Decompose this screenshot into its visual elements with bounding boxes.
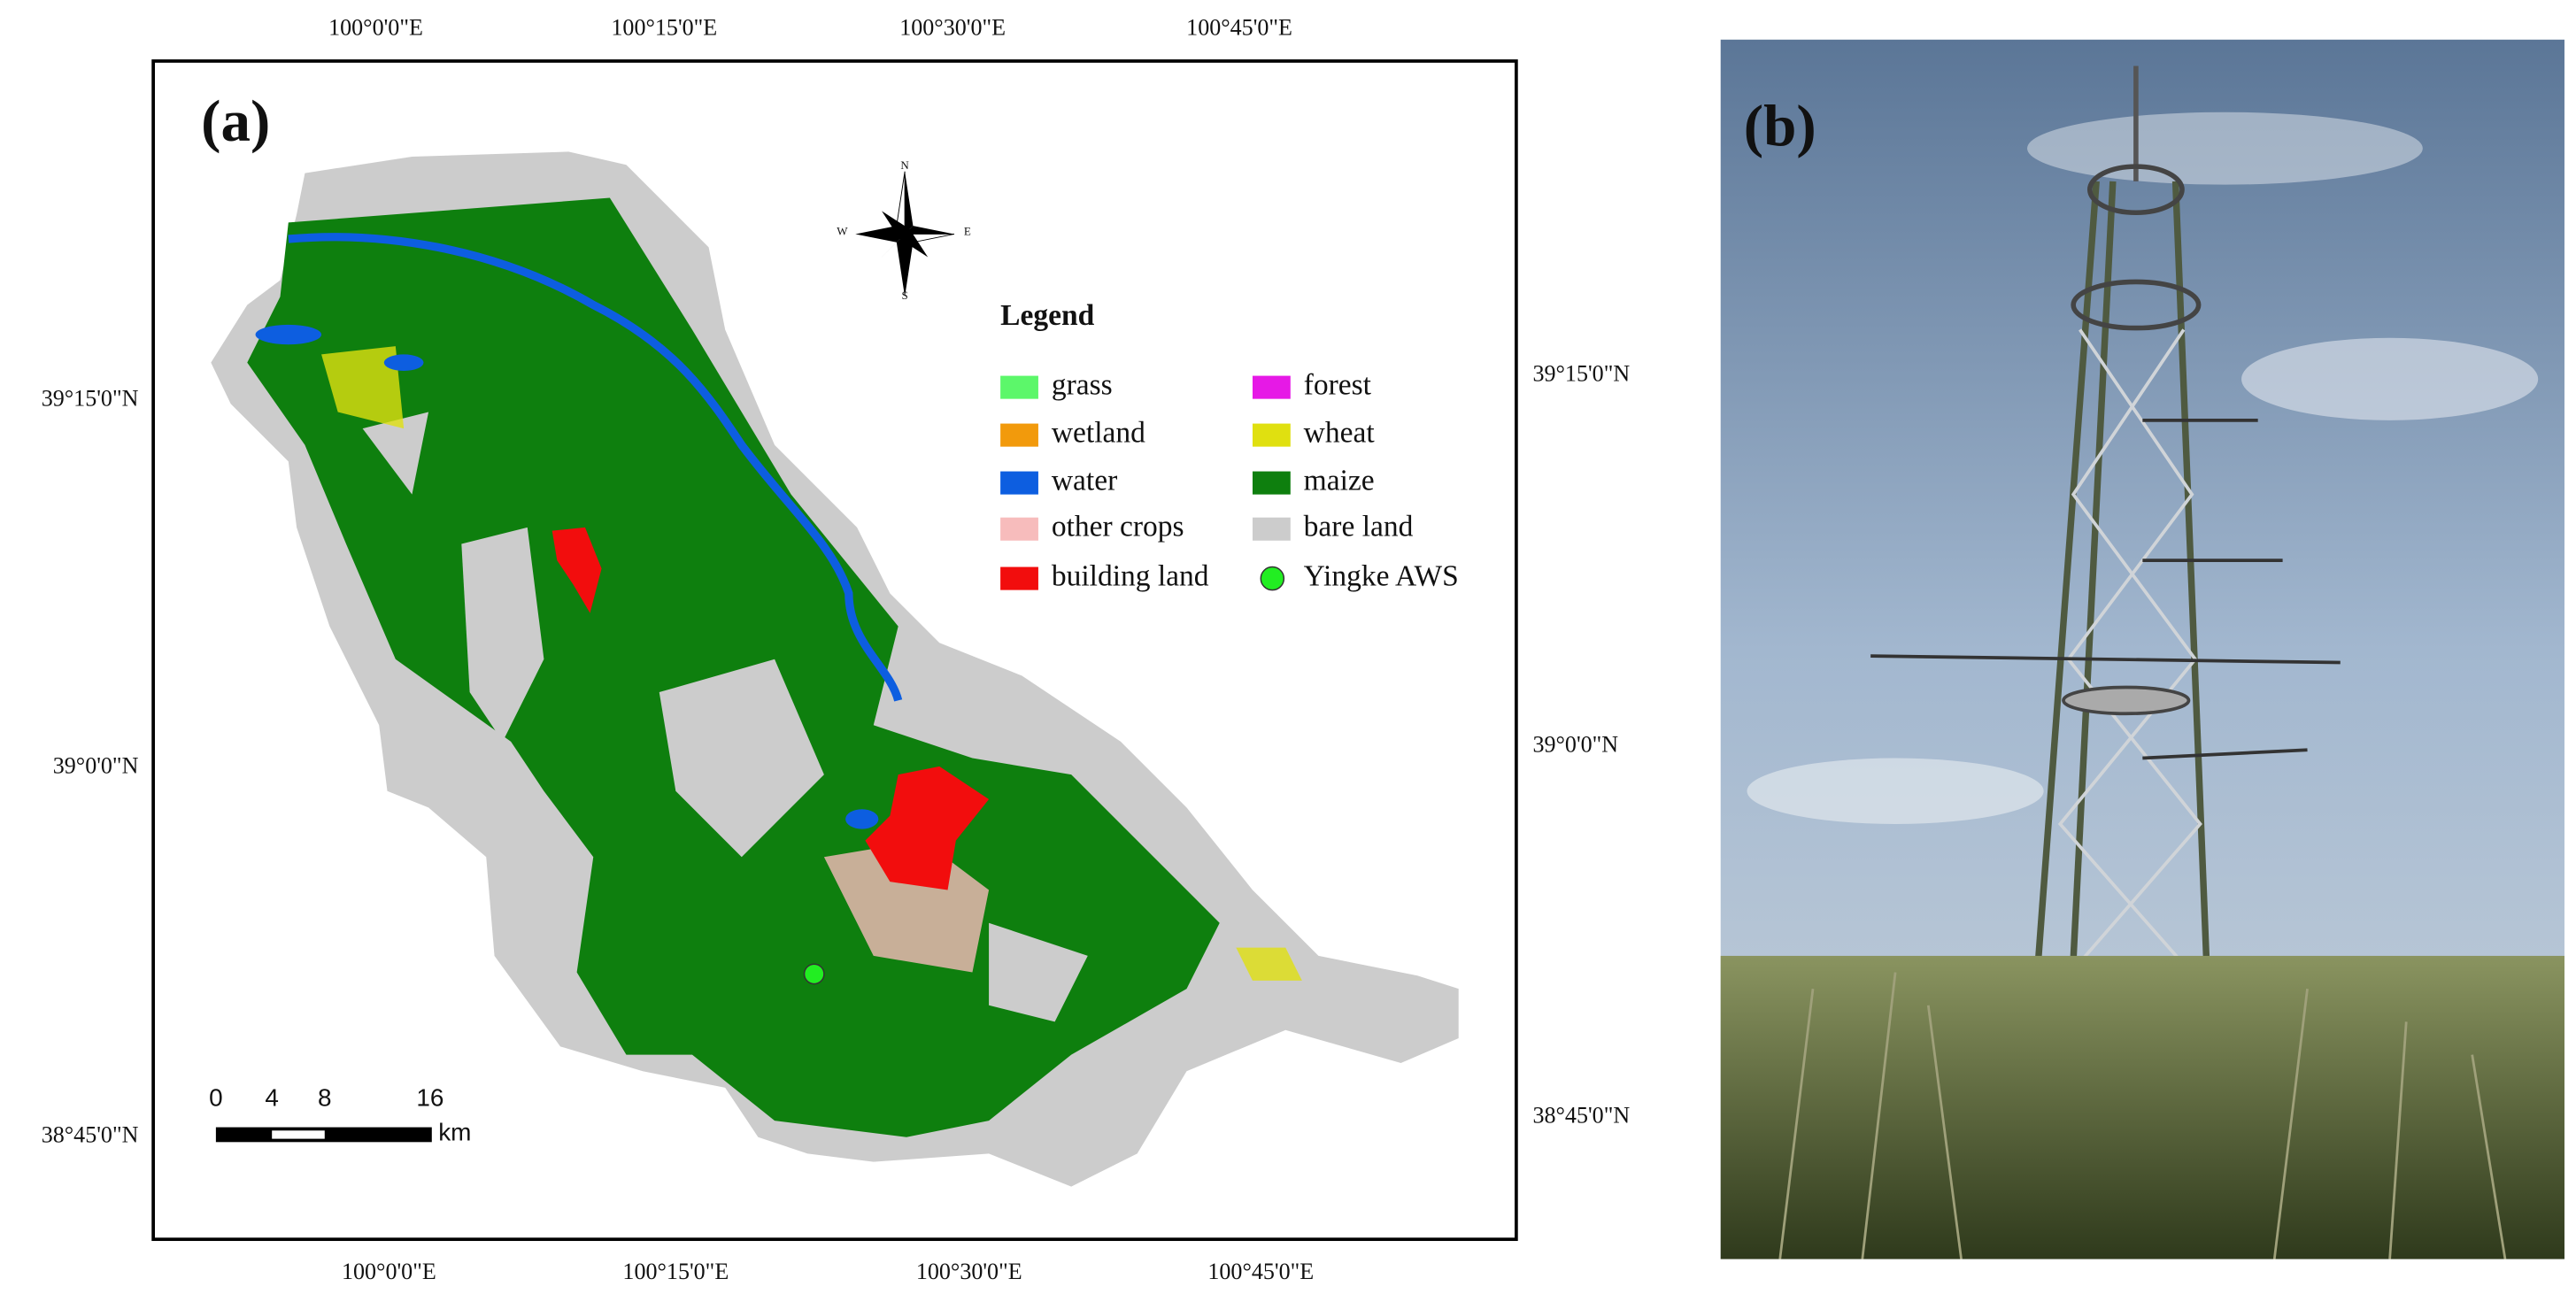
station-marker [803, 963, 825, 985]
compass-label: W [837, 225, 848, 238]
longitude-label: 100°0'0"E [342, 1259, 436, 1284]
latitude-label: 38°45'0"N [42, 1122, 139, 1148]
longitude-label: 100°30'0"E [916, 1259, 1022, 1284]
scale-unit: km [438, 1118, 471, 1145]
legend-swatch [1000, 423, 1038, 447]
scale-label: 8 [318, 1083, 332, 1111]
legend-swatch [1252, 471, 1291, 495]
panel-label: (b) [1744, 93, 1816, 158]
compass-label: S [902, 289, 908, 302]
longitude-label: 100°15'0"E [622, 1259, 729, 1284]
legend-swatch [1000, 375, 1038, 399]
longitude-label: 100°15'0"E [611, 15, 717, 41]
legend-swatch [1000, 471, 1038, 495]
north-arrow [855, 171, 955, 297]
legend-swatch [1252, 375, 1291, 399]
legend-swatch [1000, 517, 1038, 541]
panel-label: (a) [201, 89, 270, 154]
compass-label: E [964, 225, 971, 238]
scale-label: 4 [265, 1083, 279, 1111]
scale-label: 16 [416, 1083, 443, 1111]
latitude-label: 39°15'0"N [42, 385, 139, 411]
longitude-label: 100°0'0"E [328, 15, 423, 41]
compass-label: N [900, 158, 909, 172]
latitude-label: 38°45'0"N [1532, 1102, 1630, 1128]
land-cover-map [211, 151, 1459, 1187]
scale-label: 0 [209, 1083, 223, 1111]
legend-title: Legend [1000, 299, 1094, 332]
longitude-label: 100°30'0"E [899, 15, 1006, 41]
tower-photo [1720, 39, 2564, 1260]
legend-label: bare land [1304, 510, 1414, 543]
legend-label: wetland [1052, 416, 1145, 449]
legend-swatch [1252, 423, 1291, 447]
legend-label: grass [1052, 368, 1113, 401]
legend-label: building land [1052, 559, 1209, 592]
legend-label: wheat [1304, 416, 1376, 449]
latitude-label: 39°15'0"N [1532, 361, 1630, 387]
legend-swatch [1000, 566, 1038, 590]
longitude-label: 100°45'0"E [1186, 15, 1292, 41]
legend-label: water [1052, 464, 1117, 497]
legend-swatch [1252, 517, 1291, 541]
legend-label: other crops [1052, 510, 1184, 543]
legend-label: forest [1304, 368, 1372, 401]
scale-bar [215, 1127, 432, 1143]
legend-swatch [1260, 566, 1285, 591]
latitude-label: 39°0'0"N [1532, 731, 1618, 757]
legend-label: maize [1304, 464, 1375, 497]
legend-label: Yingke AWS [1304, 559, 1459, 592]
longitude-label: 100°45'0"E [1207, 1259, 1314, 1284]
latitude-label: 39°0'0"N [53, 753, 139, 779]
